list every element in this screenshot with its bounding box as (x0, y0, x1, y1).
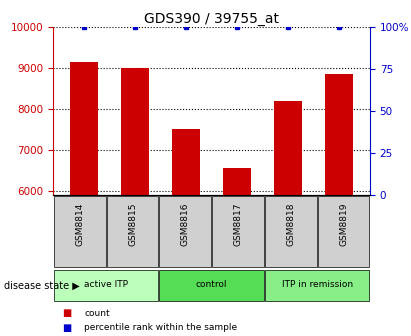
Bar (265, 270, 369, 301)
Text: percentile rank within the sample: percentile rank within the sample (84, 323, 238, 332)
Text: GSM8816: GSM8816 (181, 202, 190, 246)
Text: active ITP: active ITP (84, 281, 128, 289)
Text: control: control (196, 281, 227, 289)
Bar (159, 270, 264, 301)
Bar (325, 74, 353, 195)
Bar (223, 168, 251, 195)
Bar (159, 196, 211, 267)
Text: GSM8819: GSM8819 (339, 202, 348, 246)
Text: GSM8814: GSM8814 (75, 202, 84, 246)
Bar (121, 68, 149, 195)
Text: GSM8818: GSM8818 (286, 202, 295, 246)
Bar (54, 196, 106, 267)
Bar (172, 129, 200, 195)
Text: GSM8815: GSM8815 (128, 202, 137, 246)
Text: ■: ■ (62, 308, 71, 318)
Bar (107, 196, 158, 267)
Text: ITP in remission: ITP in remission (282, 281, 353, 289)
Text: ■: ■ (62, 323, 71, 333)
Text: count: count (84, 309, 110, 318)
Bar (318, 196, 369, 267)
Text: disease state ▶: disease state ▶ (4, 281, 80, 291)
Bar (54, 270, 158, 301)
Title: GDS390 / 39755_at: GDS390 / 39755_at (144, 12, 279, 26)
Bar (212, 196, 264, 267)
Bar (70, 62, 98, 195)
Bar (274, 101, 302, 195)
Bar (265, 196, 316, 267)
Text: GSM8817: GSM8817 (233, 202, 242, 246)
